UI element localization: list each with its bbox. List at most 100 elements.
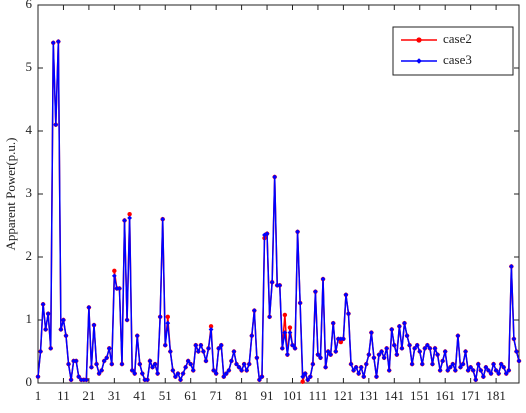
marker — [152, 361, 158, 367]
marker — [361, 374, 367, 380]
marker — [333, 349, 339, 354]
marker — [320, 276, 326, 282]
marker — [414, 342, 420, 348]
marker — [447, 364, 453, 370]
x-tick-label: 101 — [283, 388, 303, 403]
marker — [381, 355, 387, 361]
marker — [356, 371, 362, 376]
marker — [391, 342, 397, 348]
legend-label: case2 — [443, 31, 472, 46]
marker — [465, 368, 471, 373]
x-tick-label: 131 — [359, 388, 379, 403]
marker — [452, 368, 458, 373]
marker — [305, 377, 311, 383]
marker — [81, 377, 87, 383]
marker — [353, 364, 359, 370]
marker — [285, 352, 290, 358]
legend-box — [392, 26, 514, 76]
marker — [101, 358, 107, 364]
marker — [409, 361, 415, 367]
marker — [50, 40, 56, 46]
marker — [486, 368, 491, 373]
marker — [363, 361, 369, 367]
marker — [346, 311, 351, 317]
marker — [132, 371, 138, 376]
marker — [371, 355, 377, 361]
marker — [76, 374, 82, 380]
marker — [318, 355, 323, 361]
marker — [78, 377, 84, 383]
marker — [394, 352, 400, 358]
marker — [300, 379, 305, 384]
marker — [460, 361, 466, 367]
marker — [91, 322, 97, 328]
marker — [343, 292, 349, 298]
marker — [330, 320, 336, 326]
marker — [335, 336, 341, 342]
marker — [244, 368, 250, 373]
marker — [264, 231, 270, 237]
x-tick-label: 71 — [210, 388, 223, 403]
marker — [384, 345, 390, 351]
marker — [478, 368, 484, 373]
marker — [396, 323, 402, 329]
marker — [157, 314, 163, 320]
marker — [442, 349, 448, 354]
marker — [368, 330, 374, 335]
marker — [259, 374, 265, 380]
marker — [287, 330, 293, 335]
marker — [35, 374, 41, 380]
marker — [180, 371, 186, 376]
marker — [190, 368, 196, 373]
marker — [142, 377, 148, 383]
marker — [198, 342, 204, 348]
marker — [208, 324, 214, 329]
marker — [211, 368, 217, 373]
x-tick-label: 171 — [461, 388, 481, 403]
marker — [366, 352, 372, 358]
marker — [99, 368, 105, 373]
marker — [475, 361, 481, 367]
marker — [351, 368, 356, 373]
marker — [508, 264, 514, 269]
marker — [236, 364, 242, 370]
marker — [73, 358, 79, 364]
marker — [257, 377, 262, 383]
marker — [455, 333, 461, 339]
y-tick-label: 4 — [26, 122, 33, 137]
y-tick-label: 3 — [26, 185, 33, 200]
marker — [310, 361, 316, 367]
marker — [122, 218, 127, 223]
marker — [71, 358, 77, 364]
marker — [106, 345, 112, 351]
marker — [167, 349, 173, 354]
marker — [66, 361, 71, 367]
marker — [251, 308, 257, 313]
marker — [155, 371, 161, 376]
marker — [206, 345, 211, 351]
marker — [188, 361, 194, 367]
marker — [55, 39, 61, 44]
marker — [124, 317, 130, 323]
marker — [325, 349, 331, 354]
marker — [147, 358, 153, 364]
marker — [287, 325, 293, 330]
marker — [422, 345, 428, 351]
marker — [389, 327, 395, 332]
marker — [272, 174, 278, 180]
marker — [185, 358, 191, 364]
x-tick-label: 161 — [435, 388, 455, 403]
marker — [53, 122, 59, 128]
marker — [302, 371, 308, 376]
marker — [440, 358, 446, 364]
marker — [213, 371, 219, 376]
marker — [407, 342, 412, 348]
marker — [480, 374, 486, 380]
marker — [295, 229, 300, 235]
marker — [503, 371, 509, 376]
x-tick-label: 1 — [35, 388, 42, 403]
marker — [463, 349, 468, 354]
marker — [86, 305, 92, 310]
marker — [313, 289, 318, 295]
legend-marker — [416, 37, 422, 43]
